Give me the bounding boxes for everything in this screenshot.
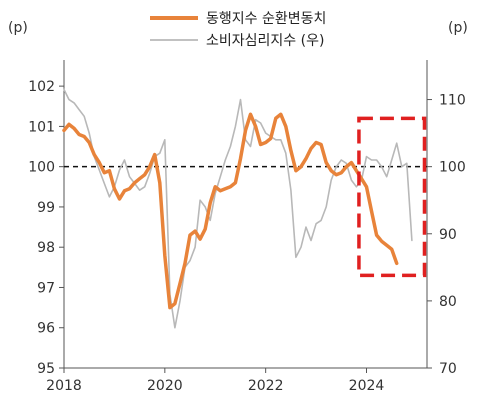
series-layer — [62, 88, 413, 329]
x-tick-label: 2020 — [147, 378, 183, 394]
right-tick-label: 70 — [439, 361, 457, 377]
legend-label-coincident-index: 동행지수 순환변동치 — [206, 11, 326, 27]
series-line-coincident-index — [62, 112, 399, 310]
right-tick-label: 80 — [439, 294, 457, 310]
right-tick-label: 110 — [439, 93, 466, 109]
left-tick-label: 96 — [37, 321, 55, 337]
right-tick-label: 100 — [439, 160, 466, 176]
highlight-box-group — [357, 116, 427, 278]
right-tick-label: 90 — [439, 227, 457, 243]
left-tick-label: 99 — [37, 200, 55, 216]
left-tick-label: 95 — [37, 361, 55, 377]
highlight-box — [357, 116, 427, 278]
legend-label-consumer-sentiment: 소비자심리지수 (우) — [206, 33, 324, 49]
left-tick-label: 98 — [37, 240, 55, 256]
series-line-consumer-sentiment — [63, 88, 413, 329]
axes: (p) (p) 95 96 97 98 99 100 101 102 70 80 90 100 110 201… — [8, 20, 468, 394]
left-tick-label: 102 — [28, 79, 55, 95]
left-tick-label: 97 — [37, 280, 55, 296]
x-tick-label: 2018 — [46, 378, 82, 394]
left-axis-unit: (p) — [8, 20, 28, 36]
left-tick-label: 100 — [28, 160, 55, 176]
x-tick-label: 2022 — [248, 378, 284, 394]
x-tick-label: 2024 — [349, 378, 385, 394]
right-axis-unit: (p) — [448, 20, 468, 36]
left-tick-label: 101 — [28, 119, 55, 135]
